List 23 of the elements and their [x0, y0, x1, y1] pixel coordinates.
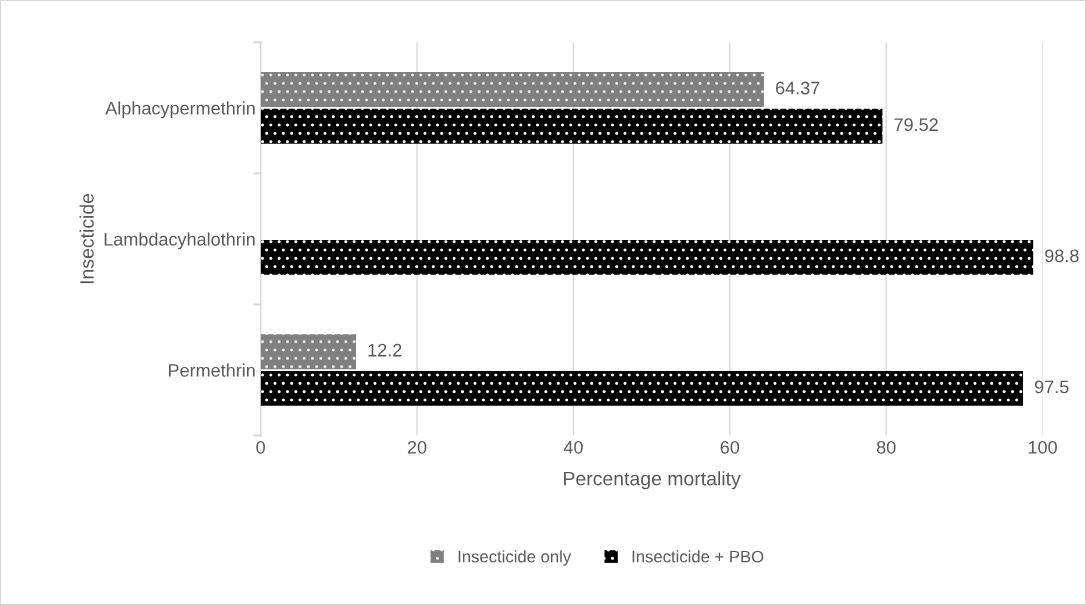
bar: [260, 108, 883, 144]
data-label: 64.37: [775, 81, 820, 95]
y-axis-title: Insecticide: [79, 193, 94, 284]
bar: [260, 239, 1034, 275]
bar: [260, 72, 764, 107]
x-tick-label: 20: [407, 440, 427, 454]
data-label: 98.8: [1045, 249, 1079, 263]
data-label: 97.5: [1034, 380, 1069, 394]
y-tick-label: Alphacypermethrin: [105, 101, 255, 119]
y-tick-label: Lambdacyhalothrin: [104, 232, 255, 250]
data-label: 12.2: [368, 343, 402, 357]
bar: [260, 370, 1024, 406]
x-tick-label: 80: [876, 440, 896, 454]
bar: [260, 334, 357, 370]
x-tick-label: 60: [720, 440, 740, 454]
legend-label: Insecticide + PBO: [632, 550, 764, 563]
legend-label: Insecticide only: [458, 550, 572, 566]
y-tick-label: Permethrin: [168, 363, 255, 377]
x-tick-label: 100: [1028, 440, 1057, 454]
x-tick-label: 40: [563, 440, 583, 454]
data-label: 79.52: [894, 118, 938, 132]
x-tick-label: 0: [256, 440, 265, 454]
x-axis-title: Percentage mortality: [564, 471, 741, 490]
